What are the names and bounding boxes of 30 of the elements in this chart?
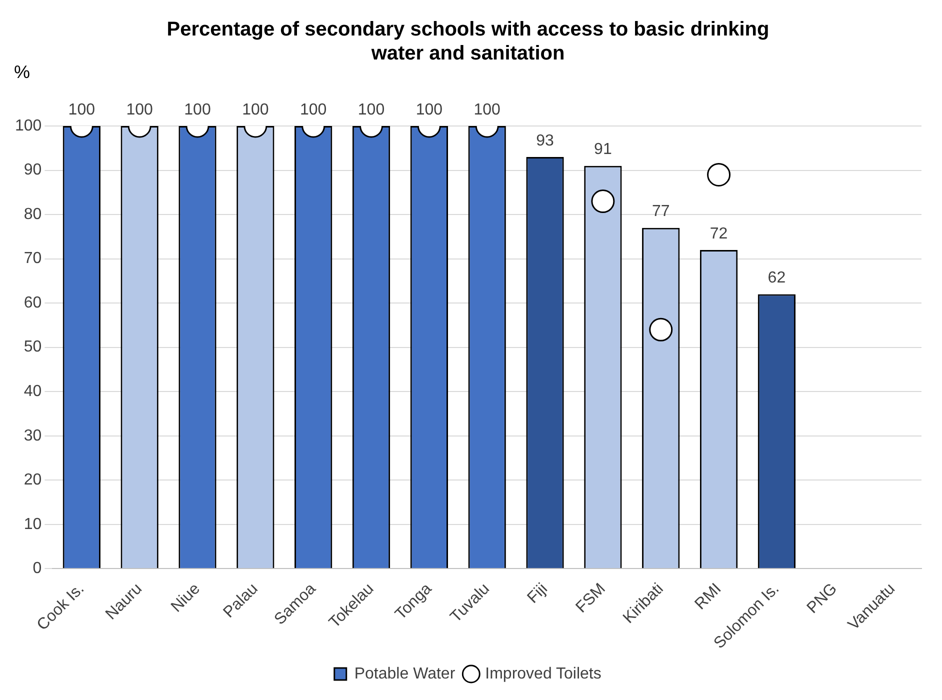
chart-title: Percentage of secondary schools with access to basic drinking water and sanitation [166,18,770,65]
y-tick-label: 80 [24,206,42,223]
legend-label: Potable Water [354,665,456,682]
y-tick-label: 90 [24,162,42,179]
y-tick-label: 30 [24,427,42,444]
data-label: 72 [710,225,728,242]
y-tick-label: 70 [24,250,42,268]
y-tick-label: 20 [24,472,42,489]
data-label: 62 [768,270,786,287]
data-label: 100 [300,101,327,118]
data-label: 100 [126,101,154,118]
x-tick-label: Niue [168,580,204,616]
y-tick-label: 60 [24,294,42,312]
y-tick-label: 100 [14,117,42,134]
data-label: 100 [184,101,211,118]
legend-label: Improved Toilets [485,665,602,682]
x-tick-label: Fiji [524,580,551,607]
data-label: 100 [242,101,269,118]
y-tick-label: 50 [24,338,42,356]
data-label: 77 [652,203,670,220]
data-label: 93 [536,132,554,150]
y-tick-label: 0 [32,560,42,578]
y-axis-title: % [14,62,30,82]
data-label: 100 [474,101,501,118]
data-label: 100 [68,101,96,118]
data-label: 91 [594,141,612,158]
y-tick-label: 40 [24,383,42,400]
data-label: 100 [358,101,385,118]
y-tick-label: 10 [24,516,42,533]
data-label: 100 [416,101,443,118]
